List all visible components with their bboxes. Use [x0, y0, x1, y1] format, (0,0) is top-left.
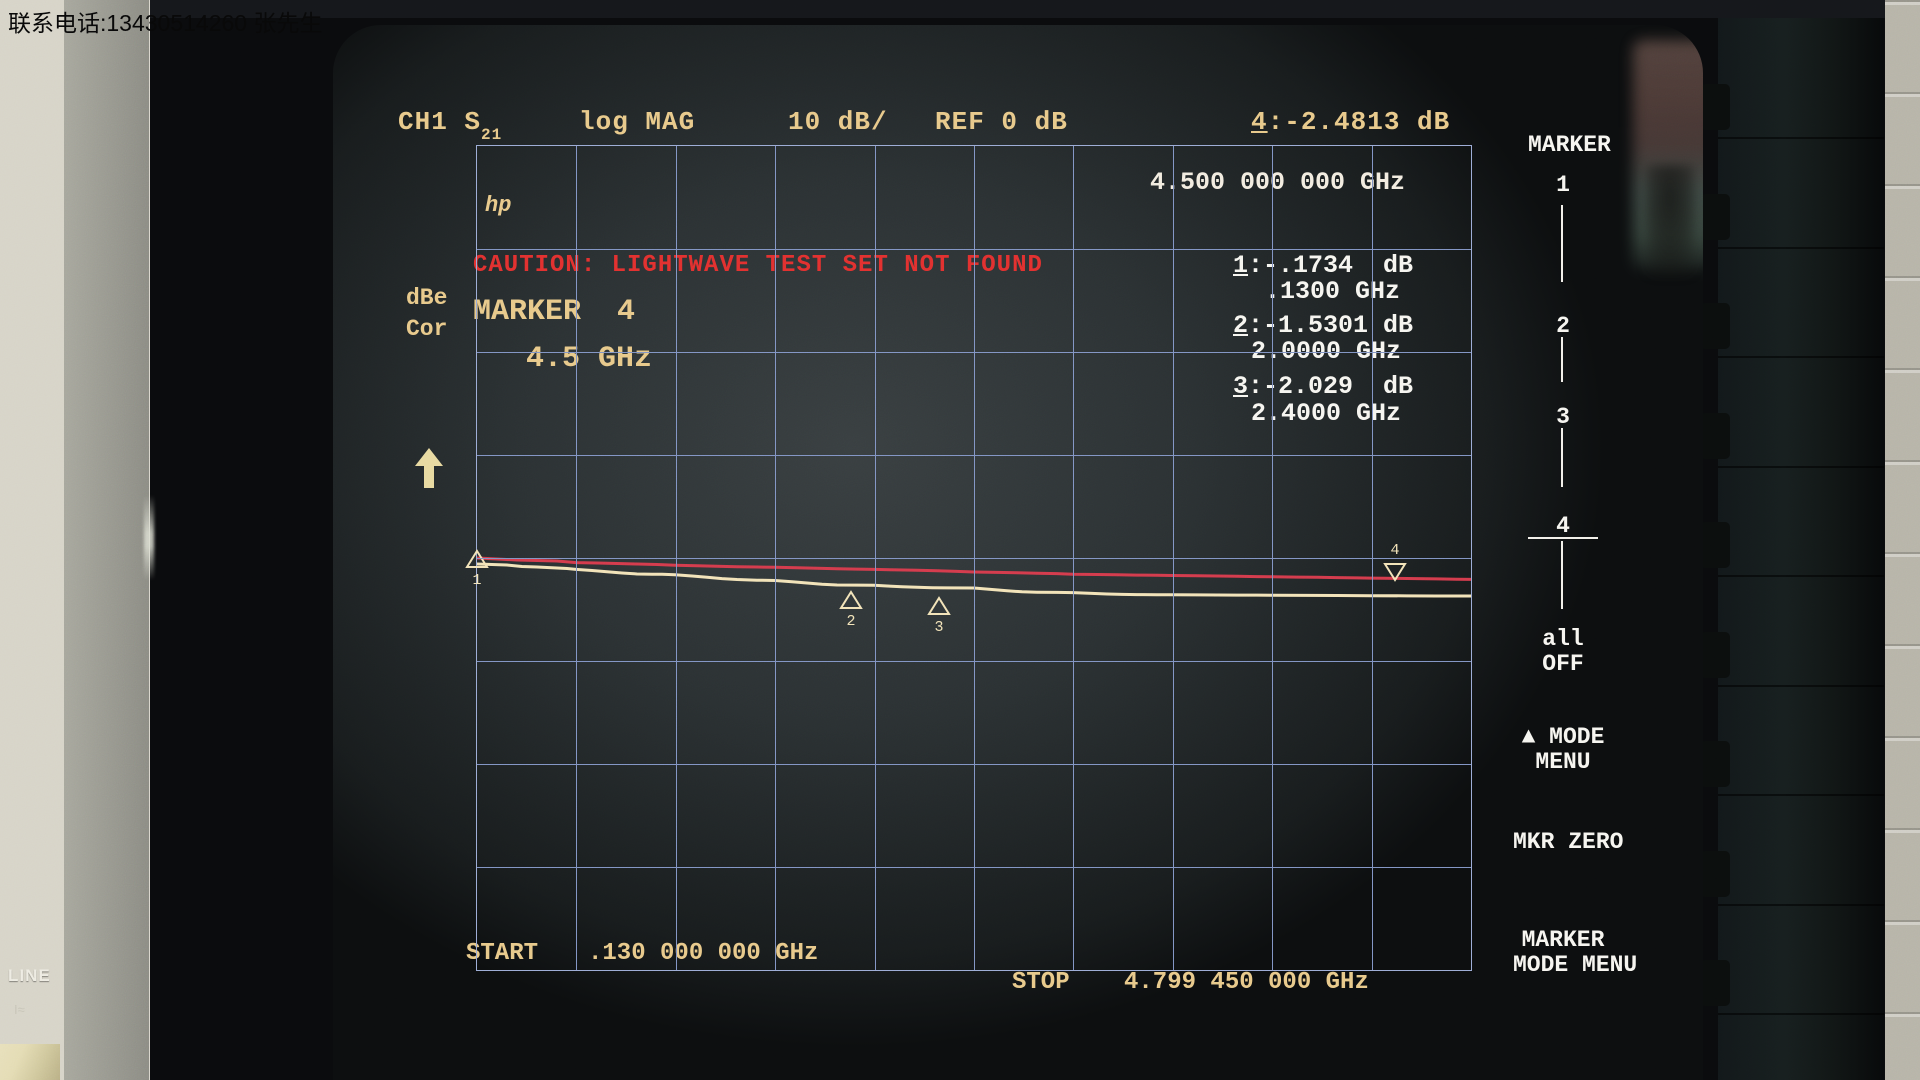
svg-text:4: 4 — [1390, 542, 1399, 559]
svg-text:3: 3 — [934, 619, 943, 636]
svg-text:1: 1 — [472, 572, 481, 589]
svg-text:2: 2 — [846, 613, 855, 630]
